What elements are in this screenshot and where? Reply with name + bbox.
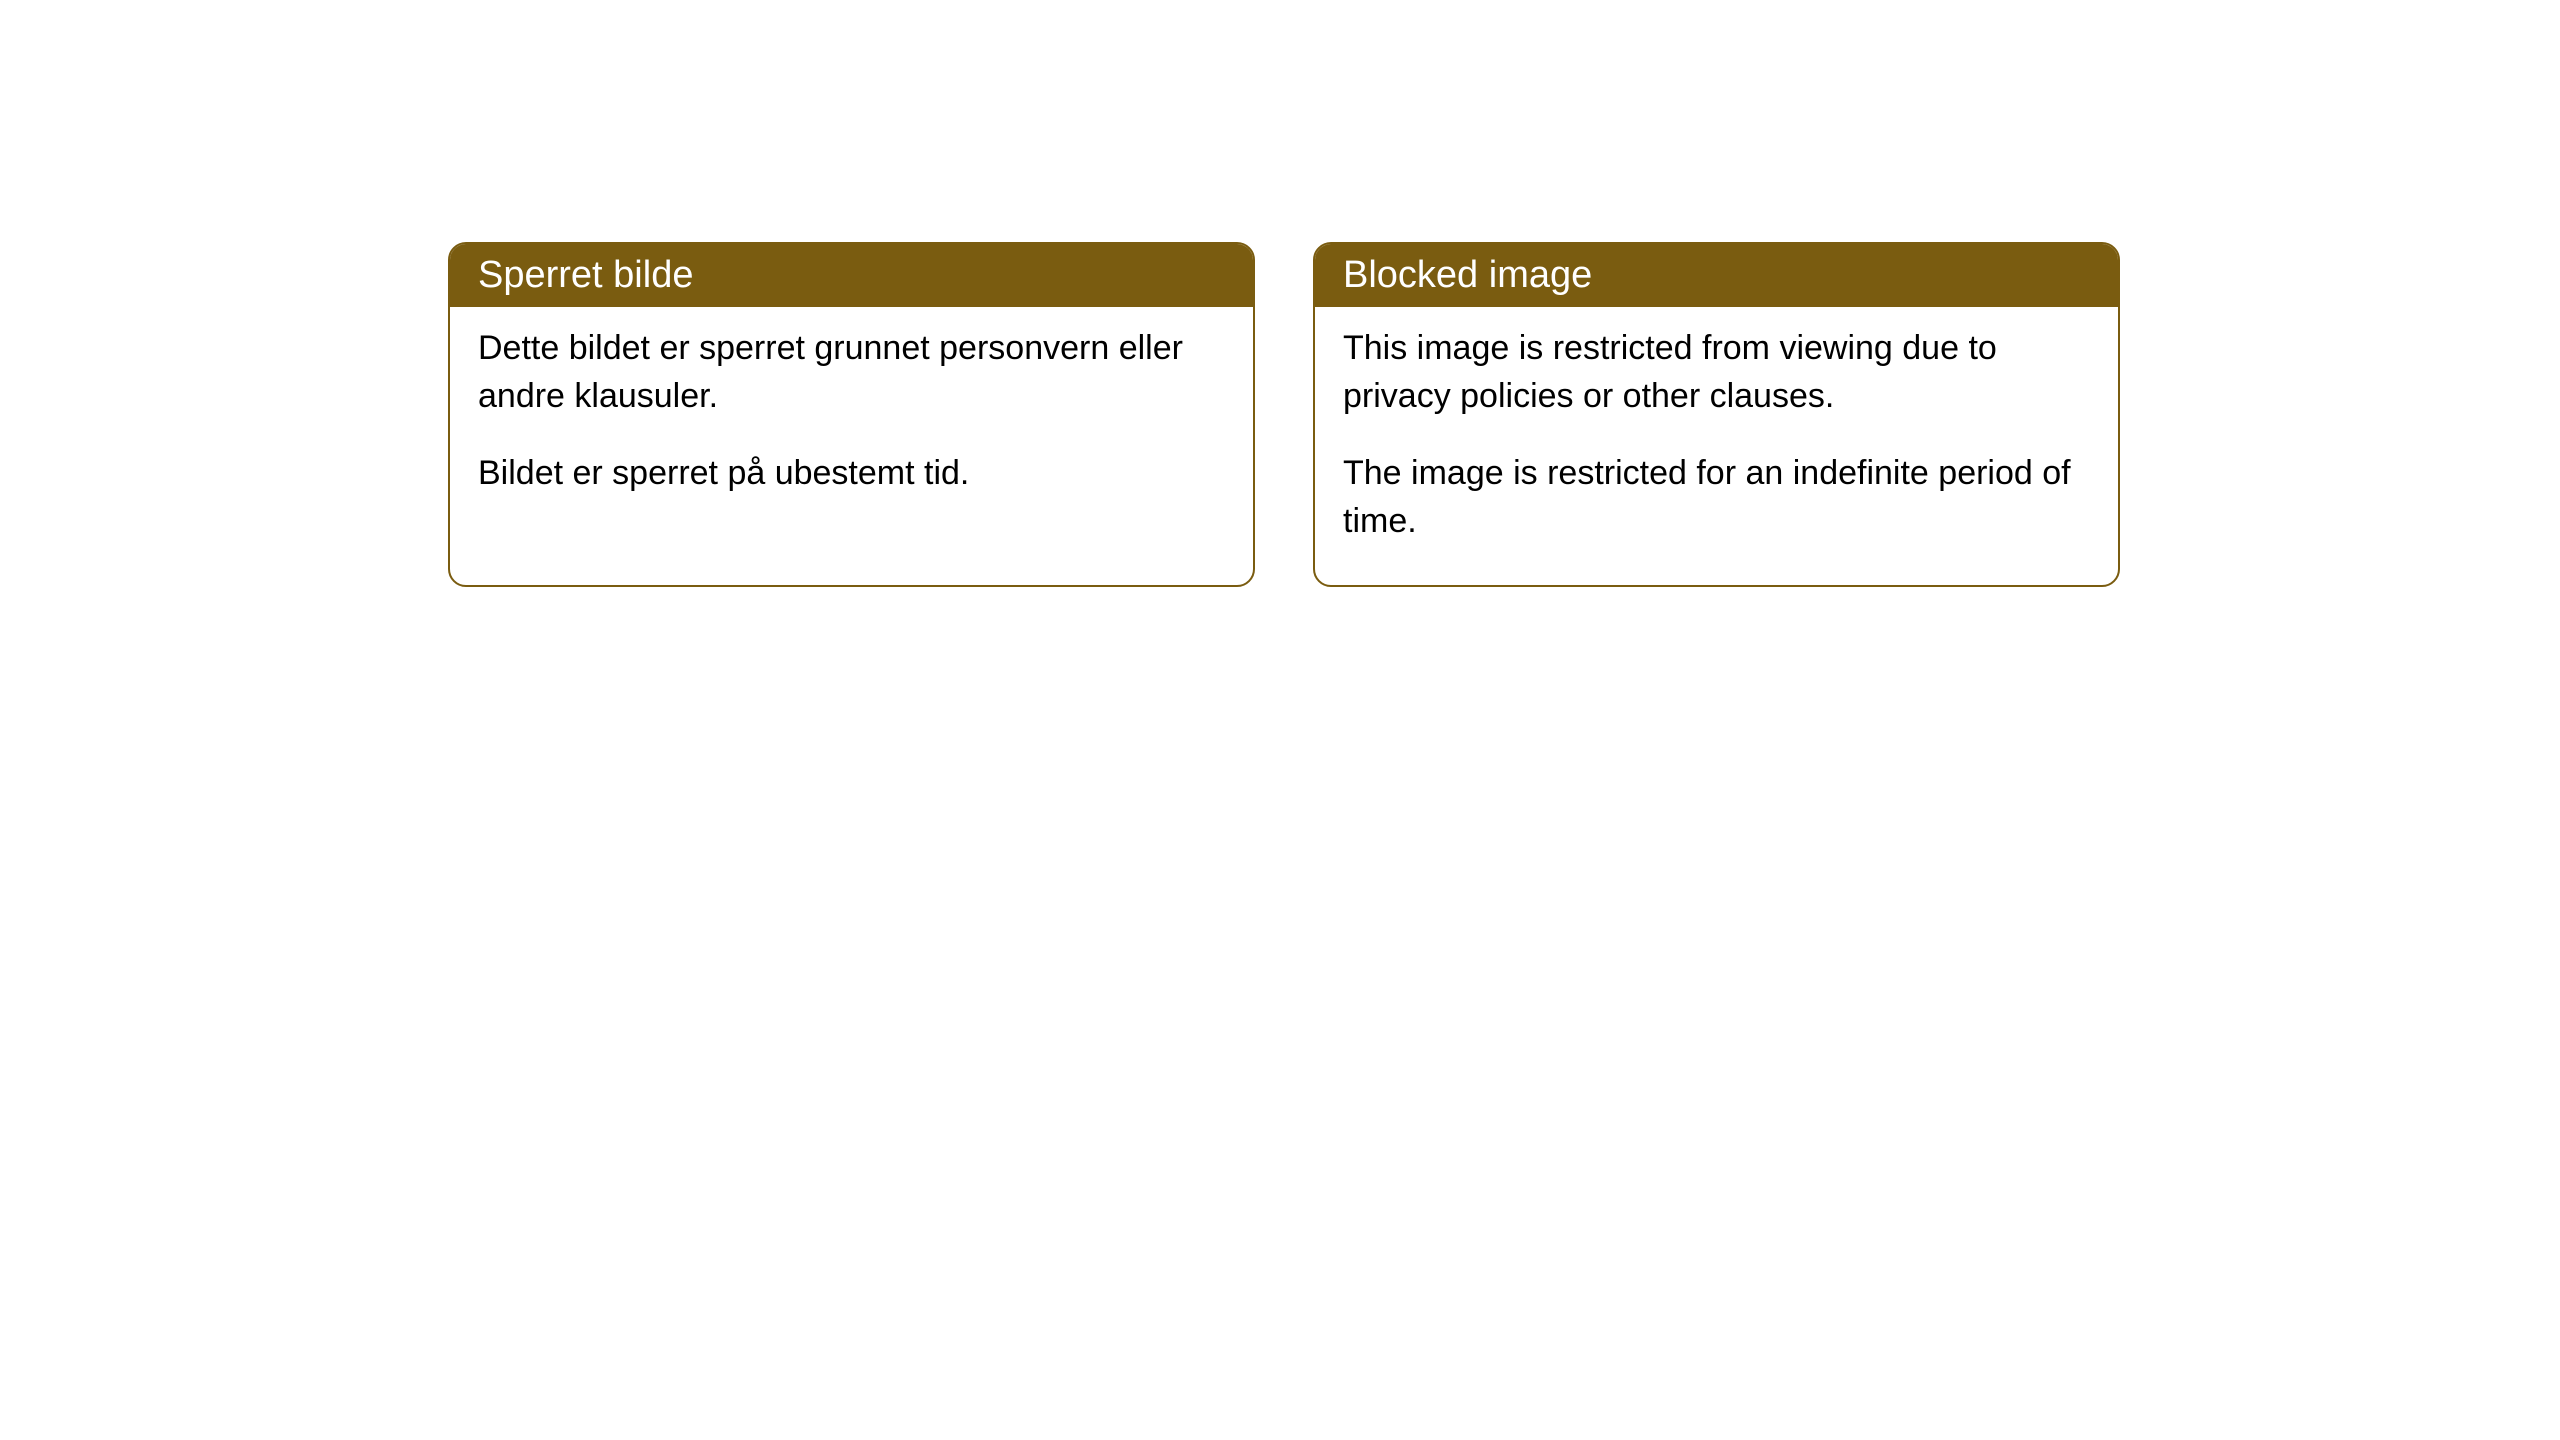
card-title: Blocked image <box>1343 254 1592 296</box>
card-paragraph: Bildet er sperret på ubestemt tid. <box>478 450 1225 498</box>
card-paragraph: Dette bildet er sperret grunnet personve… <box>478 325 1225 420</box>
card-body: Dette bildet er sperret grunnet personve… <box>450 307 1253 538</box>
card-header: Blocked image <box>1315 244 2118 307</box>
notice-cards-container: Sperret bilde Dette bildet er sperret gr… <box>448 242 2120 587</box>
card-header: Sperret bilde <box>450 244 1253 307</box>
card-body: This image is restricted from viewing du… <box>1315 307 2118 585</box>
card-title: Sperret bilde <box>478 254 693 296</box>
notice-card-english: Blocked image This image is restricted f… <box>1313 242 2120 587</box>
card-paragraph: The image is restricted for an indefinit… <box>1343 450 2090 545</box>
notice-card-norwegian: Sperret bilde Dette bildet er sperret gr… <box>448 242 1255 587</box>
card-paragraph: This image is restricted from viewing du… <box>1343 325 2090 420</box>
